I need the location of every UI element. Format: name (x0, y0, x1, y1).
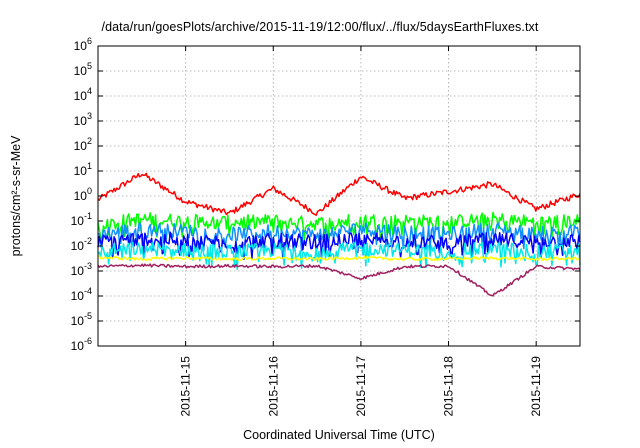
flux-series-line (97, 241, 581, 270)
flux-series-line (97, 172, 581, 216)
x-tick-label: 2015-11-19 (529, 356, 543, 417)
chart-title: /data/run/goesPlots/archive/2015-11-19/1… (101, 20, 539, 34)
y-tick-label: 104 (74, 86, 92, 103)
y-tick-label: 10-2 (71, 236, 92, 253)
y-tick-label: 105 (74, 61, 92, 78)
y-tick-label: 102 (74, 136, 92, 153)
y-tick-label: 10-4 (71, 286, 92, 303)
x-tick-label: 2015-11-15 (179, 356, 193, 417)
y-tick-label: 101 (74, 161, 92, 178)
y-tick-label: 10-6 (71, 336, 92, 353)
x-axis-label: Coordinated Universal Time (UTC) (243, 428, 435, 442)
x-tick-label: 2015-11-18 (442, 356, 456, 417)
series-group (97, 172, 581, 297)
y-tick-label: 10-1 (71, 211, 92, 228)
y-tick-label: 10-3 (71, 261, 92, 278)
y-tick-label: 106 (74, 36, 92, 53)
flux-series-line (97, 211, 581, 242)
flux-series-line (97, 221, 581, 252)
x-tick-label: 2015-11-17 (354, 356, 368, 417)
flux-series-line (97, 263, 581, 297)
x-tick-label: 2015-11-16 (266, 356, 280, 417)
y-tick-label: 10-5 (71, 311, 92, 328)
y-tick-label: 103 (74, 111, 92, 128)
flux-series-line (97, 255, 581, 262)
y-tick-label: 100 (74, 186, 92, 203)
ticks: 10-6 10-5 10-4 10-3 10-2 10-1 100 101 102 103 104 1… (71, 36, 580, 417)
